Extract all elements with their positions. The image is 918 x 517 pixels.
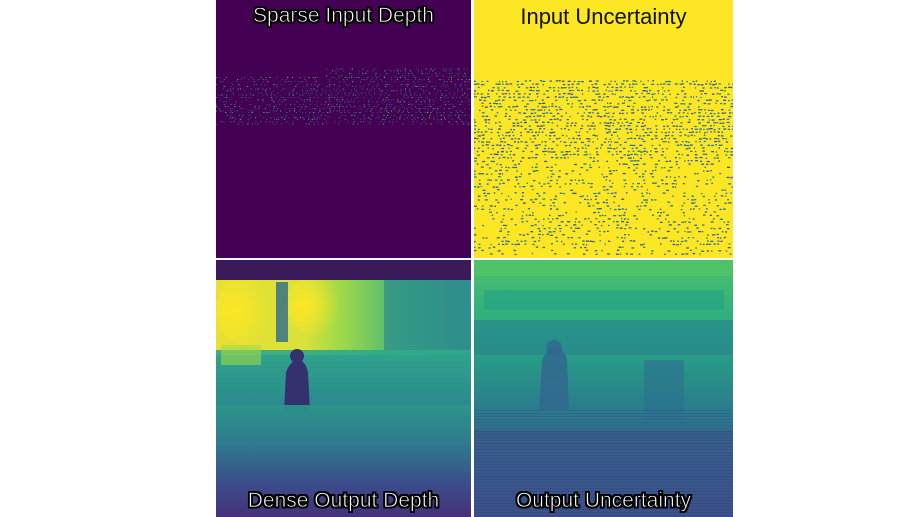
dense-depth-image	[216, 260, 471, 517]
input-uncertainty-image	[474, 0, 733, 258]
dense-output-depth-caption: Dense Output Depth	[247, 489, 440, 513]
input-uncertainty-panel: Input Uncertainty	[474, 0, 733, 258]
input-uncertainty-caption: Input Uncertainty	[520, 4, 687, 29]
output-uncertainty-image	[474, 260, 733, 517]
sparse-input-depth-panel: Sparse Input Depth	[216, 0, 471, 258]
output-uncertainty-caption: Output Uncertainty	[515, 489, 692, 513]
output-uncertainty-panel: Output Uncertainty	[474, 260, 733, 517]
dense-output-depth-panel: Dense Output Depth	[216, 260, 471, 517]
sparse-depth-image	[216, 0, 471, 258]
horizontal-separator	[216, 258, 733, 260]
vertical-separator	[471, 0, 474, 517]
sparse-input-depth-caption: Sparse Input Depth	[253, 4, 435, 28]
